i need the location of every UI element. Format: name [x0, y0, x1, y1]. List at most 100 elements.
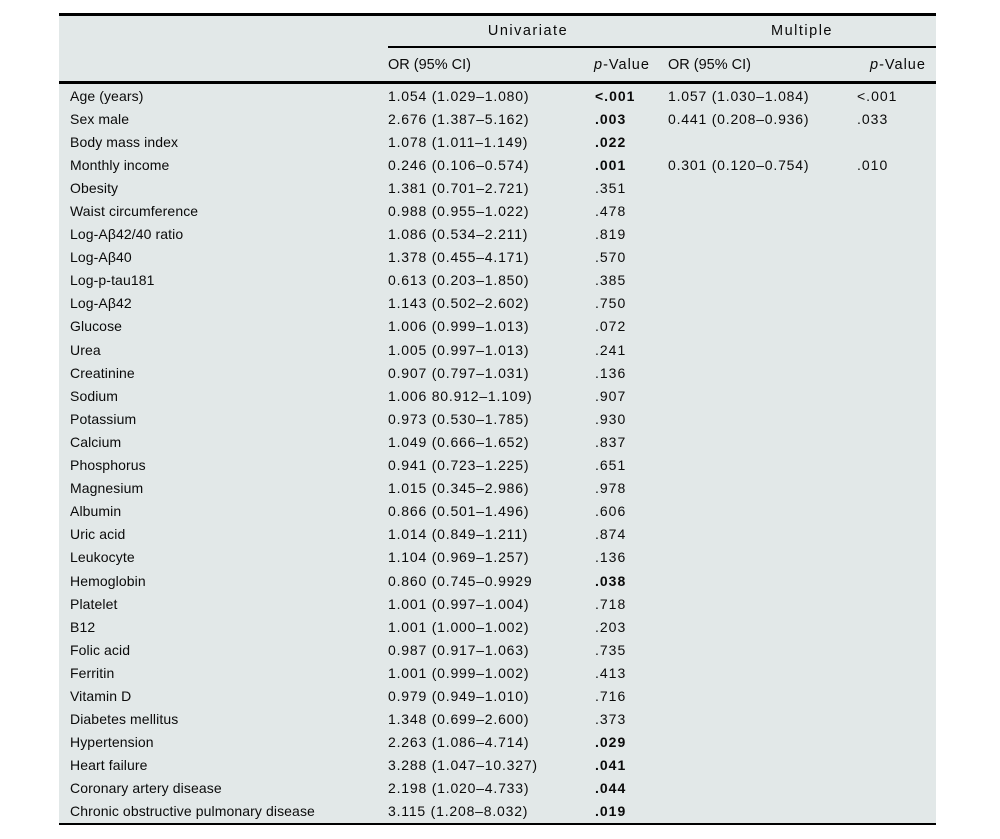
table-row: Glucose 1.006 (0.999–1.013) .072 — [59, 315, 936, 338]
column-header-row: OR (95% CI) p-Value OR (95% CI) p-Value — [59, 48, 936, 81]
table-row: Platelet 1.001 (0.997–1.004) .718 — [59, 592, 936, 615]
row-label: Platelet — [70, 595, 118, 612]
column-header-multiple-or: OR (95% CI) — [668, 56, 751, 73]
column-header-univariate-p: p-Value — [590, 57, 668, 73]
table-row: Log-Aβ42/40 ratio 1.086 (0.534–2.211) .819 — [59, 223, 936, 246]
row-label: Diabetes mellitus — [70, 711, 179, 728]
multiple-or-value: 0.301 (0.120–0.754) — [668, 156, 810, 173]
group-header-univariate: Univariate — [487, 23, 569, 39]
univariate-or-value: 1.049 (0.666–1.652) — [388, 433, 530, 450]
univariate-or-value: 1.348 (0.699–2.600) — [388, 711, 530, 728]
multiple-or-value: 0.441 (0.208–0.936) — [668, 110, 810, 127]
univariate-or-value: 0.246 (0.106–0.574) — [388, 156, 530, 173]
table-row: B12 1.001 (1.000–1.002) .203 — [59, 615, 936, 638]
table-row: Albumin 0.866 (0.501–1.496) .606 — [59, 500, 936, 523]
multiple-p-value: .010 — [857, 156, 889, 173]
univariate-p-value: .351 — [595, 179, 627, 196]
table-row: Body mass index 1.078 (1.011–1.149) .022 — [59, 130, 936, 153]
univariate-or-value: 1.014 (0.849–1.211) — [388, 526, 529, 543]
row-label: Coronary artery disease — [70, 780, 222, 797]
header-body-rule — [59, 81, 936, 84]
univariate-p-value: .019 — [595, 803, 627, 820]
univariate-p-value: .606 — [595, 503, 627, 520]
column-header-univariate-or: OR (95% CI) — [388, 56, 471, 73]
univariate-p-value: .038 — [595, 572, 627, 589]
univariate-or-value: 1.006 (0.999–1.013) — [388, 318, 530, 335]
univariate-or-value: 3.288 (1.047–10.327) — [388, 757, 538, 774]
group-underline-rule — [388, 46, 936, 48]
regression-results-table: Univariate Multiple OR (95% CI) p-Value … — [59, 13, 936, 825]
univariate-p-value: .651 — [595, 457, 627, 474]
univariate-or-value: 0.988 (0.955–1.022) — [388, 203, 530, 220]
univariate-or-value: 0.973 (0.530–1.785) — [388, 410, 530, 427]
row-label: Log-Aβ42 — [70, 295, 132, 312]
row-label: Log-Aβ42/40 ratio — [70, 226, 184, 243]
row-label: Heart failure — [70, 757, 148, 774]
table-row: Age (years) 1.054 (1.029–1.080) <.001 1.057… — [59, 84, 936, 107]
group-header-multiple: Multiple — [771, 23, 833, 39]
univariate-p-value: .930 — [595, 410, 627, 427]
table-row: Monthly income 0.246 (0.106–0.574) .001 0.3… — [59, 153, 936, 176]
univariate-p-value: .203 — [595, 618, 627, 635]
table-row: Calcium 1.049 (0.666–1.652) .837 — [59, 430, 936, 453]
univariate-or-value: 2.676 (1.387–5.162) — [388, 110, 530, 127]
univariate-p-value: .907 — [595, 387, 627, 404]
univariate-p-value: .136 — [595, 549, 627, 566]
row-label: Calcium — [70, 433, 122, 450]
table-row: Creatinine 0.907 (0.797–1.031) .136 — [59, 361, 936, 384]
univariate-p-value: .003 — [595, 110, 627, 127]
table-row: Magnesium 1.015 (0.345–2.986) .978 — [59, 477, 936, 500]
univariate-p-value: .022 — [595, 133, 627, 150]
table-body: Age (years) 1.054 (1.029–1.080) <.001 1.057… — [59, 84, 936, 823]
univariate-or-value: 2.198 (1.020–4.733) — [388, 780, 530, 797]
table-row: Ferritin 1.001 (0.999–1.002) .413 — [59, 661, 936, 684]
bottom-rule — [59, 823, 936, 825]
univariate-p-value: .241 — [595, 341, 627, 358]
univariate-p-value: .072 — [595, 318, 627, 335]
table-row: Hemoglobin 0.860 (0.745–0.9929 .038 — [59, 569, 936, 592]
univariate-or-value: 0.979 (0.949–1.010) — [388, 687, 530, 704]
column-header-multiple-p: p-Value — [855, 57, 936, 73]
univariate-or-value: 0.866 (0.501–1.496) — [388, 503, 530, 520]
univariate-or-value: 1.381 (0.701–2.721) — [388, 179, 530, 196]
p-rest: -Value — [879, 56, 926, 73]
table-row: Obesity 1.381 (0.701–2.721) .351 — [59, 176, 936, 199]
table-row: Diabetes mellitus 1.348 (0.699–2.600) .373 — [59, 708, 936, 731]
univariate-or-value: 0.860 (0.745–0.9929 — [388, 572, 533, 589]
table-row: Folic acid 0.987 (0.917–1.063) .735 — [59, 638, 936, 661]
table-row: Leukocyte 1.104 (0.969–1.257) .136 — [59, 546, 936, 569]
table-row: Uric acid 1.014 (0.849–1.211) .874 — [59, 523, 936, 546]
univariate-p-value: .837 — [595, 433, 627, 450]
row-label: B12 — [70, 618, 96, 635]
univariate-or-value: 1.378 (0.455–4.171) — [388, 249, 530, 266]
univariate-p-value: .029 — [595, 734, 627, 751]
row-label: Creatinine — [70, 364, 135, 381]
univariate-or-value: 0.987 (0.917–1.063) — [388, 641, 530, 658]
row-label: Body mass index — [70, 133, 179, 150]
univariate-or-value: 0.613 (0.203–1.850) — [388, 272, 530, 289]
univariate-p-value: .819 — [595, 226, 627, 243]
univariate-or-value: 1.001 (0.997–1.004) — [388, 595, 530, 612]
univariate-or-value: 1.104 (0.969–1.257) — [388, 549, 530, 566]
table-row: Log-Aβ40 1.378 (0.455–4.171) .570 — [59, 246, 936, 269]
univariate-or-value: 1.054 (1.029–1.080) — [388, 87, 530, 104]
row-label: Log-Aβ40 — [70, 249, 132, 266]
univariate-or-value: 3.115 (1.208–8.032) — [388, 803, 529, 820]
row-label: Vitamin D — [70, 687, 132, 704]
multiple-p-value: .033 — [857, 110, 889, 127]
univariate-p-value: .874 — [595, 526, 627, 543]
row-label: Waist circumference — [70, 203, 199, 220]
table-row: Heart failure 3.288 (1.047–10.327) .041 — [59, 754, 936, 777]
univariate-p-value: .041 — [595, 757, 627, 774]
table-row: Urea 1.005 (0.997–1.013) .241 — [59, 338, 936, 361]
table-row: Potassium 0.973 (0.530–1.785) .930 — [59, 407, 936, 430]
row-label: Obesity — [70, 179, 119, 196]
row-label: Sex male — [70, 110, 130, 127]
univariate-p-value: .413 — [595, 664, 627, 681]
univariate-p-value: .373 — [595, 711, 627, 728]
univariate-p-value: <.001 — [595, 87, 636, 104]
table-row: Sex male 2.676 (1.387–5.162) .003 0.441 (0.… — [59, 107, 936, 130]
row-label: Hypertension — [70, 734, 154, 751]
univariate-p-value: .718 — [595, 595, 627, 612]
